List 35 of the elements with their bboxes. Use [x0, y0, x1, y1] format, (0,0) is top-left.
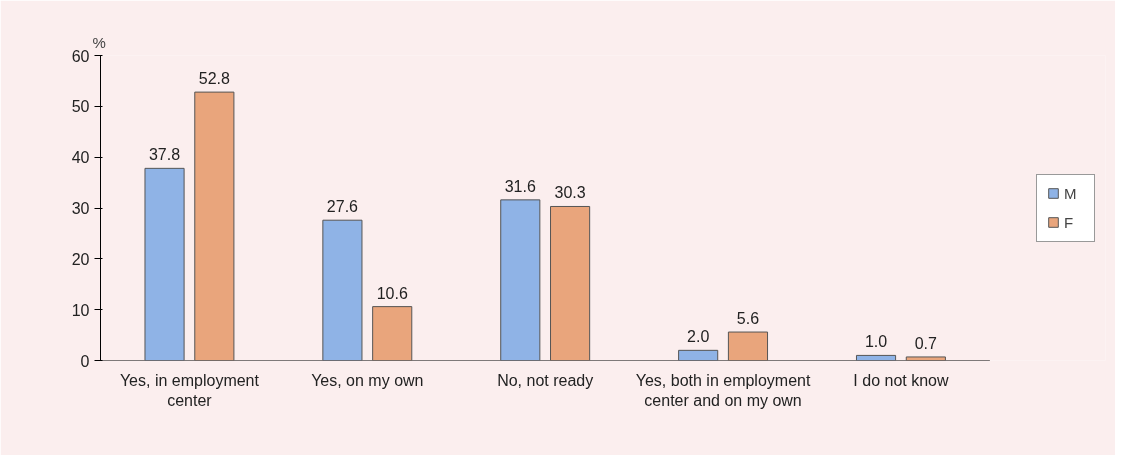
bar [500, 199, 541, 361]
x-tick-label: Yes, both in employment center and on my own [635, 371, 811, 409]
data-label: 52.8 [198, 70, 231, 88]
bar [550, 205, 591, 361]
y-tick-label: 10 [71, 301, 90, 319]
legend-label: F [1064, 213, 1075, 231]
x-tick-label: Yes, in employment center [119, 371, 260, 409]
bar [905, 356, 946, 361]
data-label: 0.7 [914, 334, 938, 352]
bar [144, 167, 185, 361]
bar [372, 306, 413, 361]
bar [194, 91, 235, 361]
bar [727, 331, 769, 361]
y-tick-label: 60 [71, 47, 90, 65]
y-tick-label: 30 [71, 200, 90, 217]
data-label: 2.0 [687, 328, 710, 346]
bar [322, 219, 363, 361]
x-tick-label: Yes, on my own [311, 371, 424, 389]
data-label: 37.8 [148, 146, 181, 164]
y-tick-label: 40 [71, 149, 90, 167]
y-tick-label: 20 [71, 250, 90, 268]
data-label: 27.6 [326, 198, 359, 216]
data-label: 10.6 [376, 284, 408, 302]
data-label: 31.6 [504, 177, 536, 195]
bar [855, 354, 897, 361]
data-label: 5.6 [736, 310, 760, 328]
x-tick-label: I do not know [853, 371, 949, 389]
legend-label: M [1064, 184, 1078, 202]
data-label: 30.3 [554, 184, 586, 202]
bar [678, 349, 719, 361]
y-tick-label: 0 [80, 352, 90, 370]
data-label: 1.0 [864, 333, 888, 351]
x-tick-label: No, not ready [497, 371, 594, 389]
y-axis-title: % [92, 33, 106, 51]
y-tick-label: 50 [71, 98, 90, 116]
